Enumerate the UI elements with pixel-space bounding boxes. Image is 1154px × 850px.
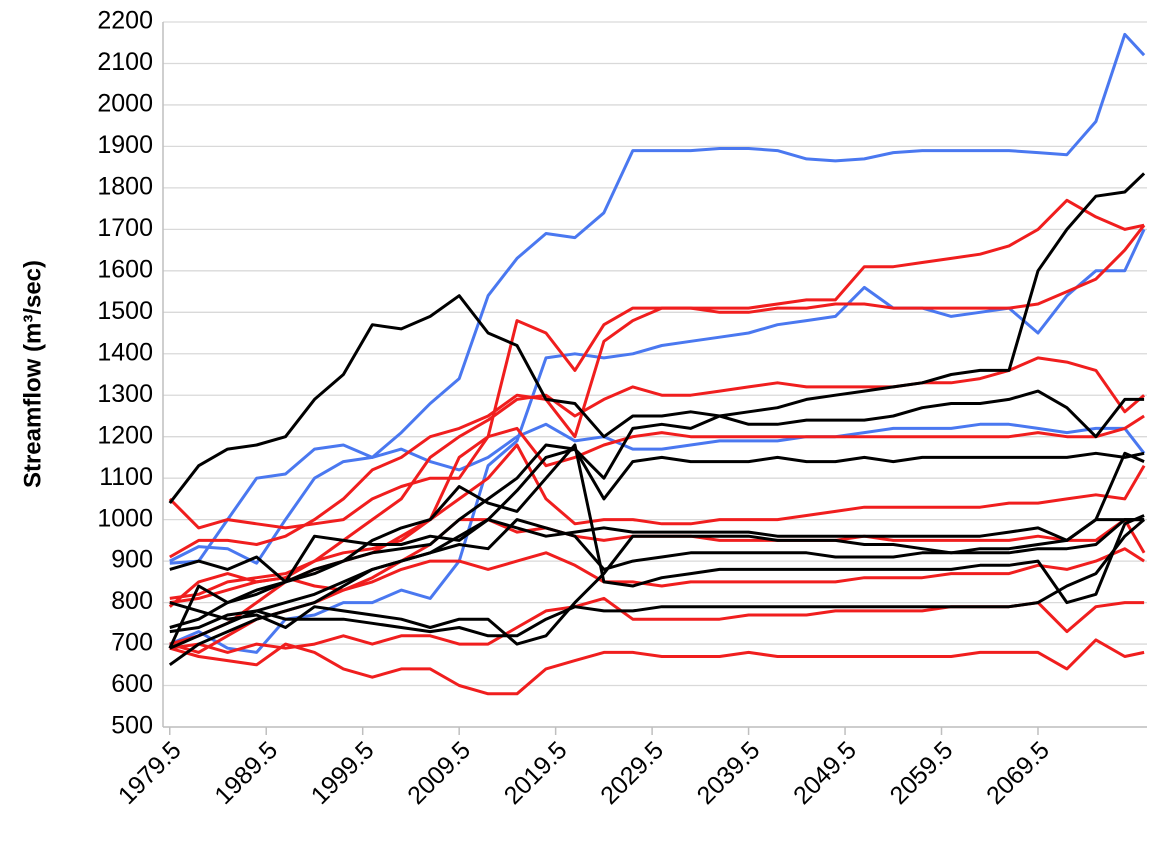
y-tick-label: 2100	[97, 48, 153, 76]
x-tick-label: 1989.5	[209, 736, 283, 810]
series-line	[169, 518, 1145, 584]
x-tick-label: 2019.5	[499, 736, 573, 810]
y-tick-label: 800	[111, 587, 153, 615]
y-tick-label: 1100	[99, 463, 153, 491]
series-line	[169, 638, 1145, 696]
series-line	[168, 443, 1145, 649]
x-tick-label: 2049.5	[788, 736, 862, 810]
y-tick-label: 700	[111, 629, 153, 657]
series-line	[168, 414, 1145, 608]
y-axis-title: Streamflow (m³/sec)	[19, 260, 46, 488]
series-line	[169, 228, 1146, 654]
x-tick-label: 2009.5	[402, 736, 476, 810]
y-tick-label: 1600	[97, 255, 153, 283]
series-line	[169, 389, 1145, 629]
x-tick-label: 2069.5	[981, 736, 1055, 810]
y-tick-label: 1000	[97, 504, 153, 532]
y-tick-label: 2000	[97, 90, 153, 118]
series-line	[168, 518, 1145, 667]
y-tick-label: 1400	[97, 338, 153, 366]
y-tick-label: 1200	[97, 421, 153, 449]
y-tick-label: 1700	[97, 214, 153, 242]
y-tick-label: 1800	[97, 172, 153, 200]
series-line	[169, 518, 1146, 638]
series-line	[169, 224, 1146, 559]
series-line	[169, 356, 1146, 600]
x-tick-label: 2059.5	[885, 736, 959, 810]
series-line	[169, 451, 1145, 646]
y-tick-label: 600	[111, 670, 153, 698]
x-tick-label: 1999.5	[306, 736, 380, 810]
y-tick-label: 900	[111, 546, 153, 574]
series-line	[169, 32, 1146, 565]
series-line	[169, 547, 1145, 605]
y-tick-label: 2200	[97, 7, 153, 35]
series-line	[169, 447, 1145, 650]
y-tick-label: 1900	[97, 131, 153, 159]
x-tick-label: 1979.5	[113, 736, 187, 810]
series-line	[168, 172, 1146, 505]
y-tick-label: 500	[111, 712, 153, 740]
x-tick-label: 2029.5	[595, 736, 669, 810]
x-tick-label: 2039.5	[692, 736, 766, 810]
y-tick-label: 1300	[97, 380, 153, 408]
y-tick-label: 1500	[97, 297, 153, 325]
series-line	[169, 422, 1146, 565]
